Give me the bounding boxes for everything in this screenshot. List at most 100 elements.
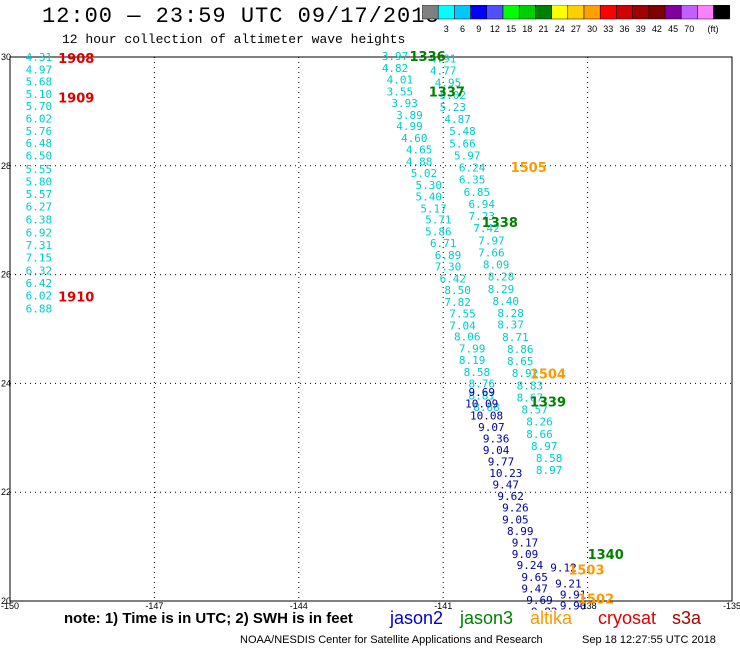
wave-height-value: 9.69 (468, 386, 495, 399)
wave-height-value: 8.50 (444, 284, 471, 297)
wave-height-value: 5.57 (26, 188, 53, 201)
wave-height-value: 6.02 (26, 113, 53, 126)
wave-height-value: 3.93 (391, 97, 418, 110)
colorbar-label: 18 (522, 24, 532, 34)
x-tick-label: -150 (1, 601, 19, 610)
legend-altika: altika (530, 608, 573, 628)
wave-height-value: 10.09 (465, 398, 498, 411)
wave-height-value: 9.05 (502, 513, 529, 526)
wave-height-value: 9.47 (521, 583, 548, 596)
wave-height-value: 10.23 (489, 467, 522, 480)
wave-height-value: 6.35 (459, 173, 486, 186)
wave-height-value: 8.06 (454, 331, 481, 344)
wave-height-value: 9.82 (531, 605, 558, 610)
pass-number-label: 1502 (578, 592, 614, 607)
wave-height-value: 3.55 (387, 85, 414, 98)
x-tick-label: -144 (290, 601, 308, 610)
wave-height-value: 5.30 (416, 179, 443, 192)
wave-height-value: 6.50 (26, 150, 53, 163)
legend-s3a: s3a (672, 608, 702, 628)
wave-height-value: 8.86 (507, 343, 534, 356)
wave-height-value: 4.31 (26, 51, 53, 64)
wave-height-value: 6.89 (435, 249, 462, 262)
colorbar-label: 30 (587, 24, 597, 34)
wave-height-value: 5.48 (449, 125, 476, 138)
wave-height-value: 5.23 (440, 101, 467, 114)
wave-height-value: 6.42 (26, 277, 53, 290)
pass-number-label: 1336 (410, 50, 446, 65)
wave-height-value: 4.87 (444, 113, 471, 126)
pass-number-label: 1339 (530, 395, 566, 410)
wave-height-value: 7.55 (449, 307, 476, 320)
colorbar-legend: 3 6 9 12 15 18 21 24 27 30 33 36 39 42 45 70 (ft) (422, 5, 731, 34)
pass-number-label: 1504 (530, 368, 566, 383)
wave-height-value: 8.57 (521, 404, 548, 417)
wave-height-value: 7.04 (449, 319, 476, 332)
y-tick-label: 24 (1, 378, 11, 388)
wave-height-value: 5.10 (26, 88, 53, 101)
legend-cryosat: cryosat (598, 608, 657, 628)
wave-height-value: 9.90 (560, 599, 587, 610)
wave-height-value: 3.89 (396, 109, 423, 122)
wave-height-value: 6.94 (468, 198, 495, 211)
y-tick-label: 28 (1, 161, 11, 171)
wave-height-value: 8.97 (531, 440, 558, 453)
wave-height-value: 7.82 (444, 296, 471, 309)
wave-height-value: 8.92 (512, 367, 539, 380)
wave-height-value: 3.97 (382, 50, 409, 63)
credit-text: NOAA/NESDIS Center for Satellite Applica… (240, 634, 543, 646)
footnote: note: 1) Time is in UTC; 2) SWH is in fe… (64, 610, 353, 627)
x-tick-label: -141 (434, 601, 452, 610)
wave-height-value: 9.04 (483, 444, 510, 457)
wave-height-value: 9.77 (488, 455, 515, 468)
wave-height-value: 9.17 (512, 536, 539, 549)
wave-height-value: 8.76 (468, 377, 495, 390)
wave-height-value: 7.99 (459, 343, 486, 356)
x-tick-label: -135 (723, 601, 740, 610)
wave-height-value: 5.80 (26, 176, 53, 189)
wave-height-value: 8.71 (502, 331, 529, 344)
wave-height-value: 9.07 (478, 421, 505, 434)
colorbar-swatch (713, 5, 731, 20)
wave-height-value: 8.09 (483, 258, 510, 271)
wave-height-plot: -150 -147 -144 -141 -138 -135 20 22 24 26 28 30 4.31… (1, 50, 740, 610)
legend-jason3: jason3 (460, 608, 514, 628)
wave-height-value: 6.85 (464, 186, 491, 199)
wave-height-value: 8.81 (468, 389, 495, 402)
pass-number-label: 1503 (568, 563, 604, 578)
wave-height-value: 7.66 (478, 246, 505, 259)
y-tick-label: 20 (1, 596, 11, 606)
y-tick-label: 22 (1, 487, 11, 497)
pass-number-label: 1910 (58, 290, 94, 305)
wave-height-value: 9.91 (560, 589, 587, 602)
wave-height-value: 9.09 (512, 548, 539, 561)
wave-height-value: 7.97 (478, 234, 505, 247)
wave-height-value: 4.60 (401, 132, 428, 145)
wave-height-value: 5.70 (26, 100, 53, 113)
wave-height-value: 4.77 (430, 65, 457, 78)
x-tick-label: -147 (145, 601, 163, 610)
colorbar-label: 24 (555, 24, 565, 34)
pass-number-label: 1338 (482, 216, 518, 231)
wave-height-value: 6.48 (26, 137, 53, 150)
colorbar-label: 12 (490, 24, 500, 34)
wave-height-value: 8.65 (507, 355, 534, 368)
wave-height-value: 7.42 (473, 222, 500, 235)
wave-height-value: 4.95 (435, 77, 462, 90)
wave-height-value: 9.12 (550, 561, 577, 574)
wave-height-value: 6.38 (26, 214, 53, 227)
legend-jason2: jason2 (390, 608, 444, 628)
wave-height-value: 5.86 (425, 226, 452, 239)
pass-number-label: 1340 (588, 548, 624, 563)
colorbar-label: 70 (684, 24, 694, 34)
wave-height-value: 4.88 (406, 156, 433, 169)
generated-timestamp: Sep 18 12:27:55 UTC 2018 (582, 634, 716, 646)
colorbar-label: 15 (506, 24, 516, 34)
wave-height-value: 8.83 (517, 380, 544, 393)
wave-height-value: 8.19 (459, 354, 486, 367)
wave-height-value: 7.23 (468, 210, 495, 223)
wave-height-value: 8.29 (488, 283, 515, 296)
wave-height-value: 8.67 (517, 392, 544, 405)
colorbar-unit: (ft) (708, 24, 719, 34)
wave-height-value: 8.99 (507, 525, 534, 538)
